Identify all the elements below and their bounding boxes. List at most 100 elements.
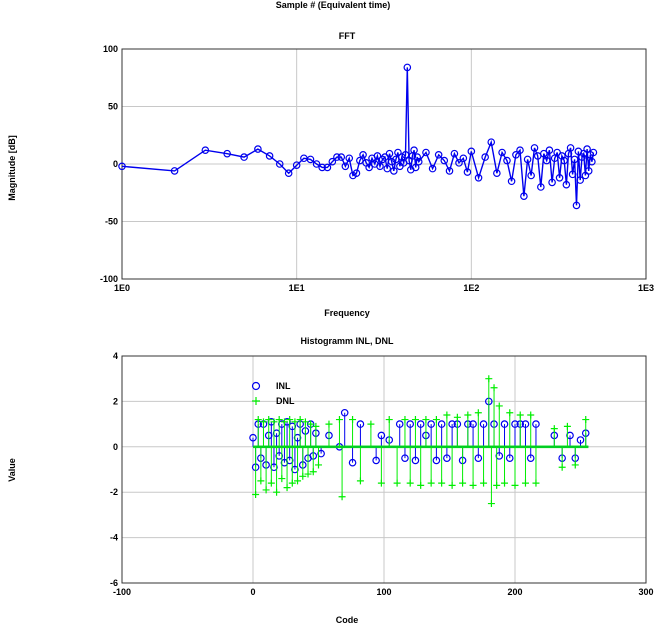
dnl-data-point [563, 422, 571, 430]
fft-data-point [481, 153, 489, 161]
inl-data-point [479, 420, 488, 428]
fft-y-tick-label: 0 [113, 159, 118, 169]
fft-x-axis-label: Frequency [324, 308, 370, 318]
fft-x-tick-label: 1E3 [638, 283, 654, 293]
dnl-data-point [532, 479, 540, 487]
inl-data-point [288, 422, 297, 431]
inl-data-point [448, 420, 456, 428]
fft-title: FFT [339, 31, 356, 41]
dnl-data-point [325, 420, 333, 428]
dnl-data-point [411, 416, 419, 424]
fft-data-point [474, 174, 483, 182]
inl-data-point [443, 454, 451, 462]
dnl-data-point [356, 477, 364, 485]
fft-data-point [376, 162, 384, 171]
histogram-y-axis-label: Value [7, 458, 17, 482]
inl-data-point [576, 436, 585, 444]
fft-data-point [434, 151, 443, 159]
dnl-data-point [550, 425, 558, 433]
fft-data-point [560, 156, 568, 165]
dnl-data-point [487, 500, 495, 508]
dnl-data-point [288, 479, 296, 487]
dnl-data-point [262, 486, 270, 494]
dnl-data-point [296, 416, 304, 424]
inl-data-point [566, 431, 574, 440]
dnl-data-point [267, 479, 275, 487]
dnl-data-point [286, 416, 294, 424]
dnl-data-point [443, 411, 451, 419]
fft-data-point [562, 180, 571, 189]
fft-data-point [540, 149, 548, 158]
legend-dnl-marker [252, 397, 260, 405]
inl-data-point [495, 452, 504, 460]
inl-data-point [285, 456, 294, 465]
fft-data-point [394, 148, 402, 157]
fft-data-point [498, 148, 506, 157]
inl-data-point [401, 454, 409, 462]
fft-data-point [520, 192, 528, 201]
dnl-data-point [338, 493, 346, 501]
dnl-data-point [582, 416, 590, 424]
fft-data-point [318, 163, 326, 172]
dnl-data-point [464, 411, 472, 419]
fft-data-point [459, 154, 468, 163]
dnl-data-point [265, 416, 273, 424]
top-axis-label: Sample # (Equivalent time) [276, 0, 391, 10]
fft-data-point [387, 157, 396, 166]
legend-inl-marker [251, 381, 261, 391]
dnl-data-point [335, 416, 343, 424]
dnl-data-point [315, 461, 322, 469]
fft-data-point [566, 144, 575, 152]
inl-data-point [317, 449, 325, 458]
dnl-data-point [301, 418, 309, 426]
dnl-data-point [474, 409, 482, 417]
dnl-data-point [257, 477, 265, 485]
dnl-data-point [294, 477, 302, 485]
dnl-data-point [275, 416, 283, 424]
inl-data-point [411, 456, 420, 465]
inl-data-point [291, 465, 299, 474]
inl-data-point [356, 420, 365, 428]
histogram-y-tick-label: 0 [113, 442, 118, 452]
histogram-y-tick-label: -2 [110, 487, 118, 497]
inl-data-point [505, 454, 514, 462]
dnl-data-point [417, 481, 425, 489]
fft-data-point [572, 201, 581, 210]
fft-y-tick-label: 100 [103, 44, 118, 54]
dnl-data-point [254, 416, 262, 424]
fft-data-point [390, 167, 398, 175]
dnl-data-point [453, 413, 461, 421]
fft-data-point [463, 168, 472, 176]
dnl-data-point [459, 479, 467, 487]
dnl-data-point [511, 481, 519, 489]
inl-data-point [340, 408, 349, 417]
fft-series-line [121, 67, 595, 206]
inl-data-point [416, 420, 425, 428]
dnl-data-point [377, 479, 385, 487]
fft-data-point [337, 153, 346, 161]
dnl-data-point [501, 479, 509, 487]
histogram-x-tick-label: 300 [638, 587, 653, 597]
inl-data-point [500, 420, 509, 428]
inl-data-point [469, 420, 477, 428]
fft-data-point [450, 149, 459, 158]
dnl-data-point [448, 481, 456, 489]
fft-data-point [445, 167, 454, 175]
fft-data-point [373, 152, 382, 160]
inl-data-point [521, 420, 530, 428]
fft-x-tick-label: 1E2 [463, 283, 479, 293]
dnl-data-point [259, 418, 267, 426]
fft-data-point [312, 160, 321, 168]
dnl-data-point [401, 416, 409, 424]
dnl-data-point [422, 416, 430, 424]
dnl-data-point [516, 411, 524, 419]
inl-data-point [526, 454, 535, 462]
fft-y-tick-label: -50 [105, 217, 118, 227]
fft-data-point [265, 152, 274, 160]
dnl-data-point [485, 375, 493, 383]
fft-data-point [201, 146, 210, 155]
dnl-data-point [280, 418, 288, 426]
dnl-data-point [252, 490, 260, 498]
